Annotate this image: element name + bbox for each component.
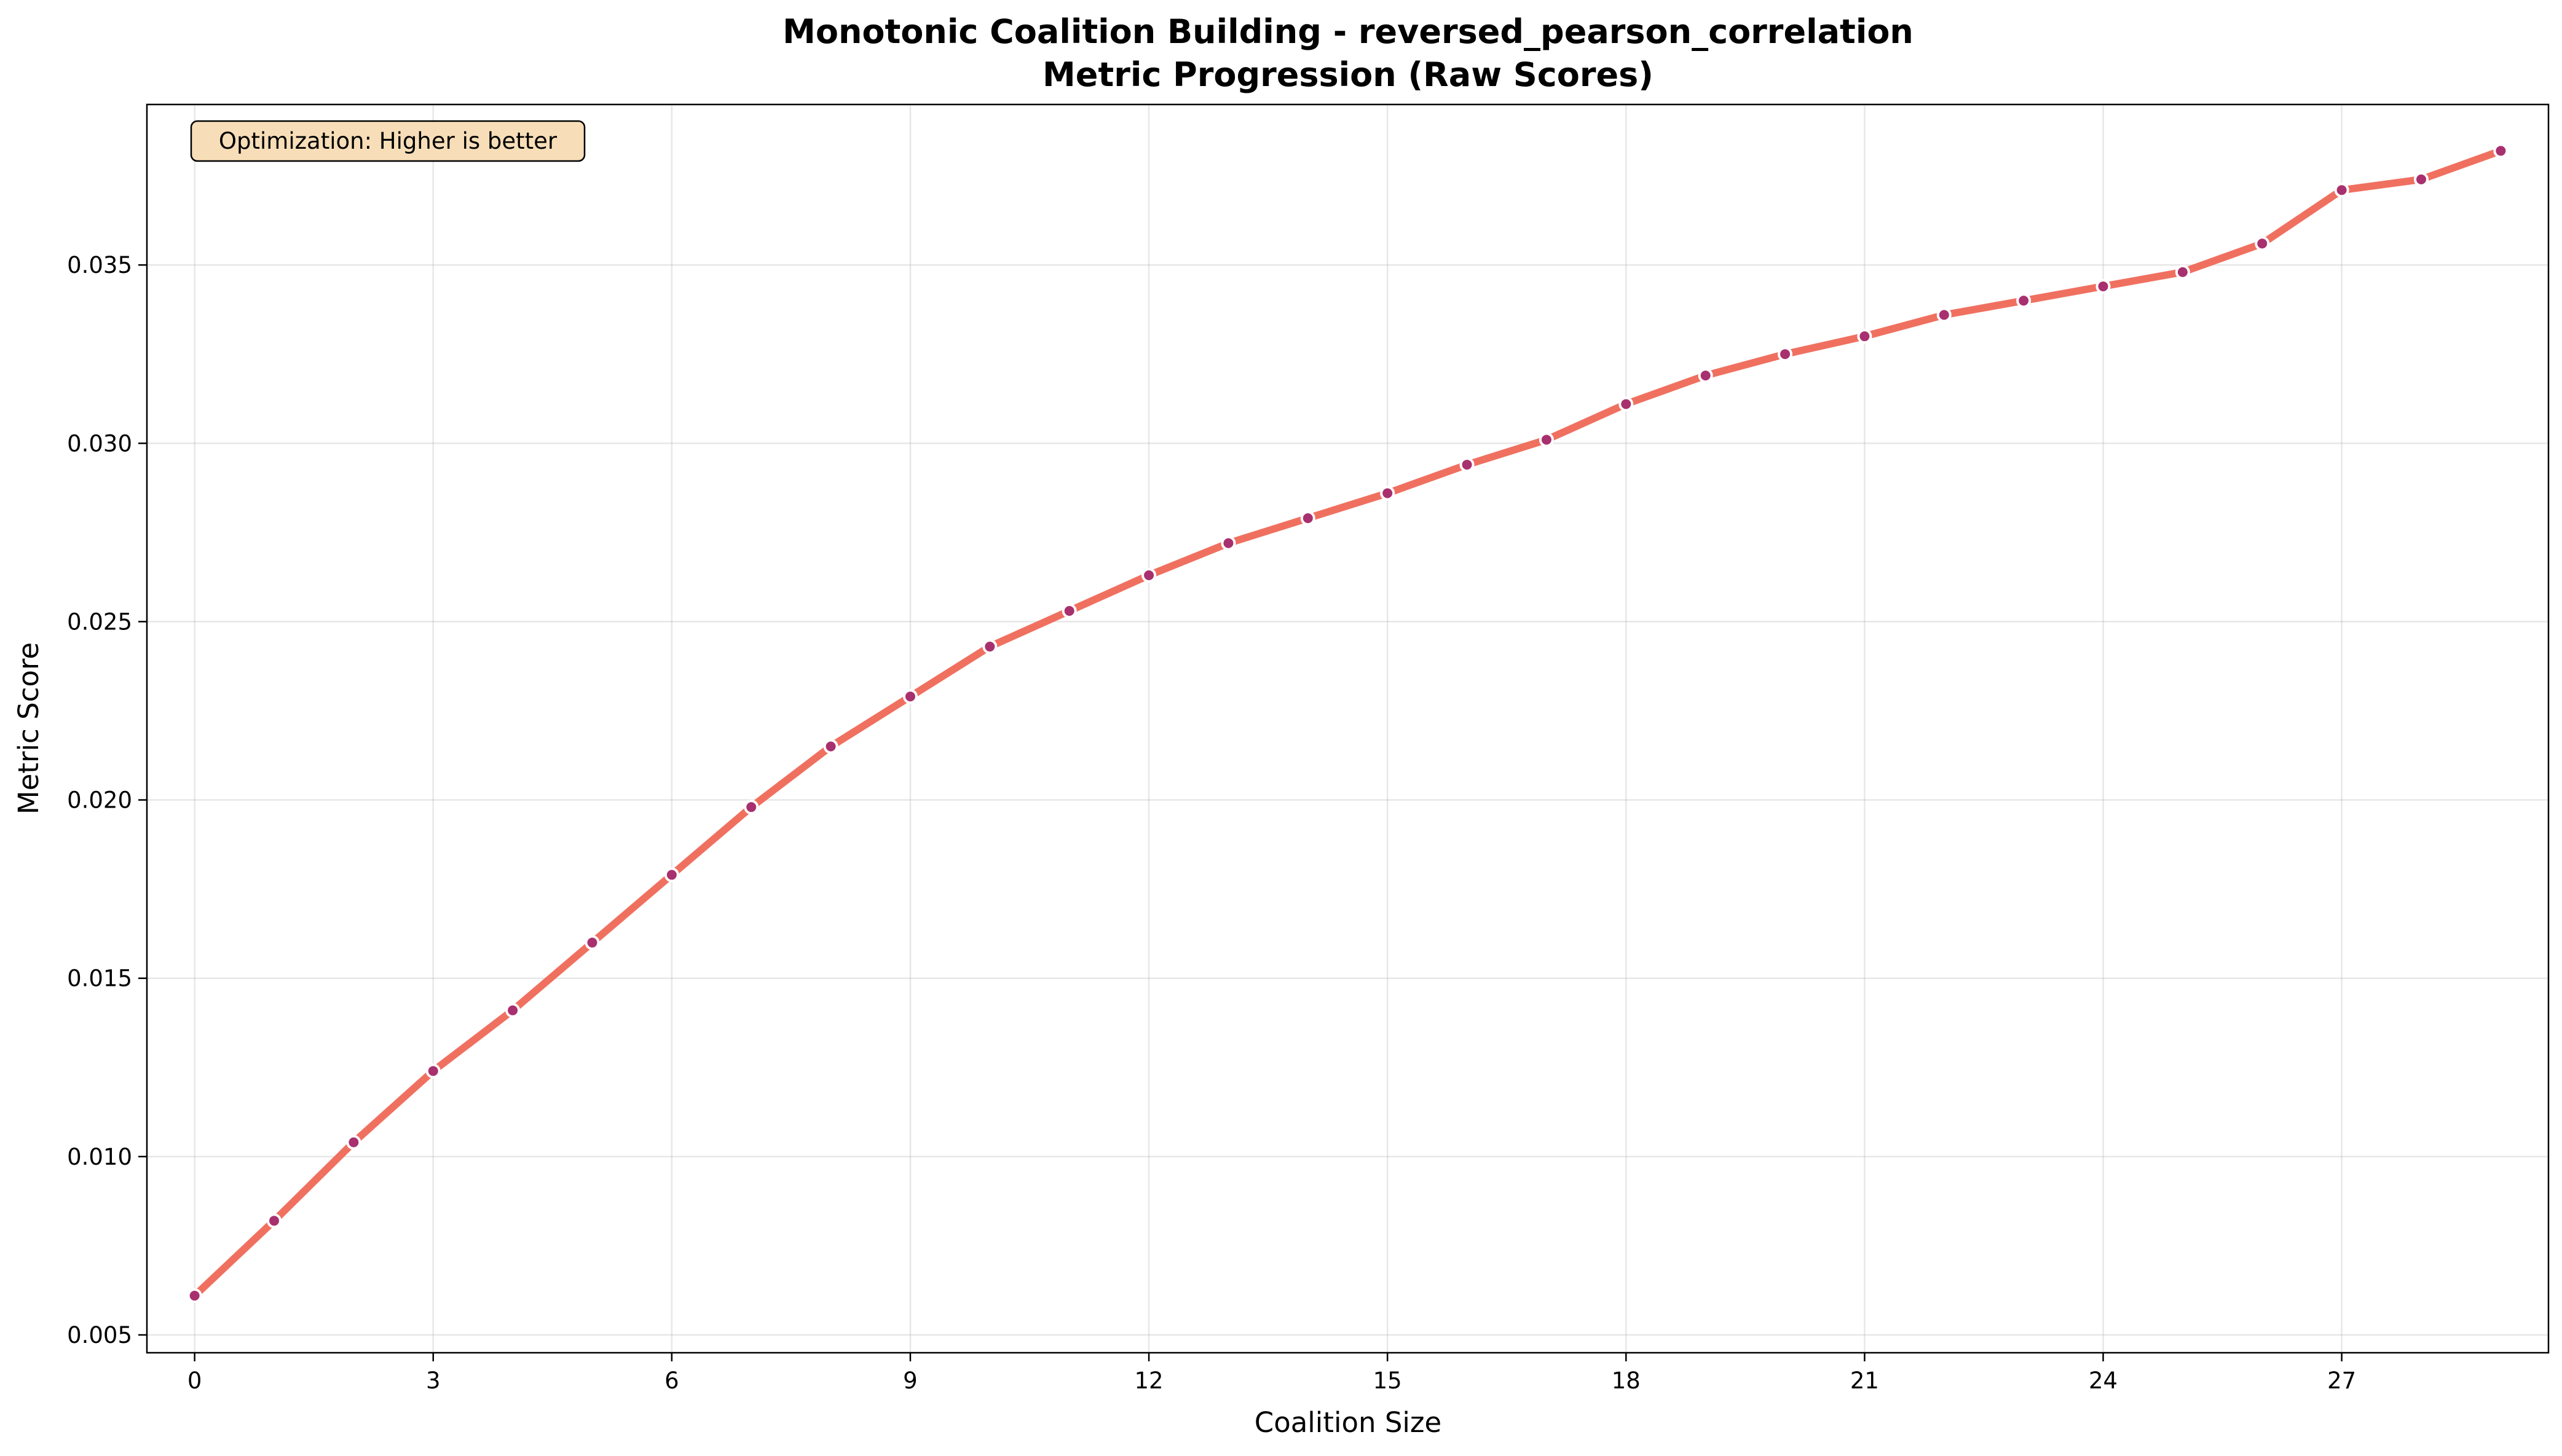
x-tick-label: 24 (2089, 1367, 2118, 1394)
data-point (744, 800, 759, 815)
data-point (902, 689, 918, 704)
x-tick-label: 15 (1373, 1367, 1402, 1394)
data-point (1936, 307, 1952, 323)
data-point (505, 1002, 521, 1018)
data-point (1221, 535, 1236, 551)
y-tick-label: 0.010 (67, 1144, 132, 1170)
data-point (1459, 457, 1475, 473)
y-tick-label: 0.030 (67, 430, 132, 457)
data-point (2175, 264, 2190, 280)
y-tick-label: 0.005 (67, 1322, 132, 1348)
x-tick-label: 21 (1850, 1367, 1879, 1394)
data-point (1618, 396, 1634, 412)
data-point (1062, 604, 1077, 619)
data-point (1698, 368, 1713, 384)
y-tick-label: 0.015 (67, 966, 132, 992)
annotation-text: Optimization: Higher is better (219, 128, 558, 154)
data-point (2255, 236, 2270, 251)
data-point (1539, 432, 1554, 447)
series-layer (191, 147, 2505, 1300)
data-point (982, 639, 998, 655)
data-point (266, 1213, 282, 1229)
data-point (1300, 511, 1315, 526)
chart-subtitle: Metric Progression (Raw Scores) (1043, 55, 1653, 94)
data-point (187, 1288, 202, 1304)
x-tick-label: 0 (187, 1367, 202, 1394)
data-point (346, 1135, 361, 1150)
data-point (1857, 329, 1872, 344)
data-point (1380, 486, 1395, 501)
y-tick-label: 0.025 (67, 608, 132, 635)
marker-layer (187, 143, 2509, 1304)
data-point (2334, 183, 2349, 198)
data-point (2095, 278, 2111, 294)
optimization-annotation: Optimization: Higher is better (190, 120, 586, 162)
data-point (425, 1063, 441, 1079)
data-point (1141, 567, 1157, 583)
x-tick-label: 27 (2327, 1367, 2356, 1394)
x-tick-label: 18 (1612, 1367, 1641, 1394)
x-tick-label: 3 (426, 1367, 441, 1394)
data-point (585, 935, 600, 950)
grid-layer (147, 104, 2548, 1353)
data-point (1778, 347, 1793, 362)
x-tick-label: 9 (903, 1367, 918, 1394)
series-line (191, 147, 2505, 1300)
x-axis-label: Coalition Size (1255, 1406, 1441, 1439)
x-tick-label: 6 (664, 1367, 679, 1394)
y-axis-label: Metric Score (12, 642, 45, 814)
data-point (2414, 171, 2429, 187)
annotation-box (190, 120, 586, 162)
data-point (664, 867, 679, 883)
data-point (2493, 143, 2509, 159)
data-point (2016, 293, 2032, 309)
x-axis-ticks: 0 3 6 9 12 15 18 21 24 27 (187, 1353, 2356, 1394)
chart-title: Monotonic Coalition Building - reversed_… (782, 12, 1914, 51)
plot-frame (146, 103, 2550, 1354)
y-tick-label: 0.020 (67, 787, 132, 814)
x-tick-label: 12 (1135, 1367, 1164, 1394)
y-tick-label: 0.035 (67, 252, 132, 278)
y-axis-ticks: 0.005 0.010 0.015 0.020 0.025 0.030 0.035 (67, 252, 147, 1348)
data-point (823, 739, 838, 754)
